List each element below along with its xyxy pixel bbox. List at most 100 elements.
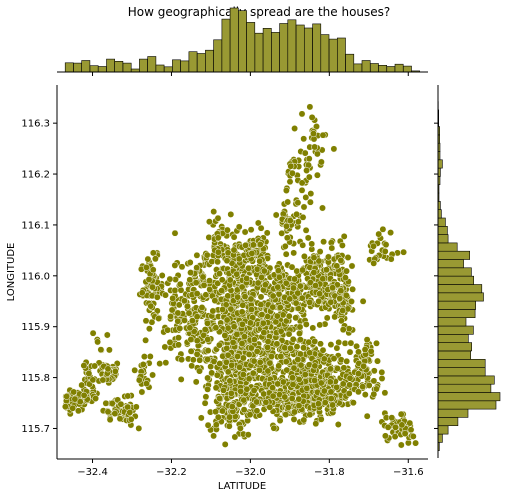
histogram-bar [369, 63, 379, 73]
scatter-point [231, 433, 239, 441]
y-tick-label: 116.2 [21, 170, 50, 181]
scatter-point [216, 270, 223, 278]
scatter-point [212, 408, 220, 416]
histogram-bar [312, 23, 322, 73]
histogram-bar [437, 159, 443, 169]
scatter-point [384, 423, 392, 431]
scatter-point [259, 319, 267, 327]
scatter-point [202, 291, 210, 299]
scatter-point [370, 242, 377, 250]
scatter-point [304, 234, 312, 242]
scatter-point [132, 403, 140, 411]
scatter-point [301, 149, 309, 157]
scatter-point [382, 241, 390, 249]
histogram-bar [378, 65, 387, 73]
scatter-point [171, 261, 179, 269]
scatter-point [305, 361, 313, 369]
scatter-point [370, 377, 378, 385]
scatter-point [286, 344, 294, 352]
histogram-bar [437, 400, 497, 410]
scatter-point [387, 229, 395, 237]
scatter-point [348, 298, 355, 305]
scatter-point [381, 432, 389, 440]
scatter-point [144, 255, 152, 263]
scatter-point [193, 313, 201, 321]
y-axis-ticks: 115.7 115.8 115.9 116.0 116.1 116.2 116.3 [21, 119, 438, 435]
histogram-bar [437, 234, 449, 244]
scatter-point [188, 317, 196, 325]
scatter-point [269, 392, 277, 400]
histogram-bar [437, 209, 442, 219]
scatter-point [283, 222, 290, 230]
scatter-point [234, 352, 242, 360]
scatter-point [331, 313, 339, 321]
histogram-bar [229, 7, 239, 73]
scatter-point [214, 234, 222, 242]
scatter-point [212, 421, 220, 429]
scatter-point [272, 318, 280, 326]
scatter-point [300, 203, 308, 211]
scatter-point [240, 406, 248, 414]
scatter-point [210, 432, 218, 440]
x-tick-label: −31.6 [393, 467, 424, 478]
histogram-bar [437, 375, 495, 385]
scatter-point [70, 388, 78, 396]
scatter-point [281, 242, 289, 250]
scatter-point [175, 334, 182, 342]
scatter-point [273, 312, 281, 320]
histogram-bar [238, 10, 247, 73]
scatter-point [174, 317, 182, 325]
scatter-point [343, 357, 351, 365]
scatter-point [363, 412, 371, 420]
scatter-point [339, 380, 347, 388]
scatter-point [337, 287, 345, 295]
scatter-point [168, 306, 176, 314]
scatter-point [196, 367, 203, 375]
histogram-bar [437, 342, 473, 352]
scatter-point [138, 388, 146, 396]
scatter-point [286, 217, 294, 225]
scatter-point [240, 396, 248, 404]
histogram-bar [114, 60, 124, 73]
scatter-point [284, 198, 292, 206]
scatter-point [223, 257, 231, 265]
scatter-point [407, 426, 415, 434]
scatter-point [279, 378, 287, 386]
scatter-point [297, 361, 305, 369]
histogram-bar [320, 34, 330, 73]
scatter-point [298, 110, 306, 118]
scatter-point [327, 388, 335, 396]
scatter-point [343, 267, 350, 275]
scatter-point [301, 371, 309, 379]
scatter-point [282, 187, 290, 194]
scatter-point [319, 346, 327, 354]
scatter-point [288, 395, 296, 402]
scatter-point [299, 241, 307, 249]
scatter-point [216, 395, 224, 402]
scatter-point [151, 255, 159, 263]
histogram-bar [122, 62, 132, 73]
scatter-point [283, 366, 291, 374]
scatter-point [61, 403, 69, 411]
scatter-point [310, 254, 318, 262]
scatter-point [317, 340, 324, 348]
scatter-point [186, 324, 194, 332]
scatter-point [333, 383, 341, 391]
scatter-point [381, 247, 389, 255]
scatter-point [310, 269, 318, 276]
scatter-point [296, 336, 304, 344]
scatter-point [319, 204, 326, 212]
scatter-point [311, 143, 319, 151]
scatter-point [347, 339, 355, 347]
scatter-point [221, 440, 229, 448]
scatter-point [355, 348, 362, 356]
histogram-bar [221, 18, 231, 73]
scatter-point [197, 414, 205, 422]
scatter-point [282, 279, 290, 287]
histogram-bar [402, 65, 412, 73]
scatter-point [254, 279, 262, 287]
scatter-point [308, 113, 316, 121]
scatter-point [258, 311, 266, 319]
scatter-point [127, 415, 135, 423]
scatter-point [131, 366, 139, 374]
